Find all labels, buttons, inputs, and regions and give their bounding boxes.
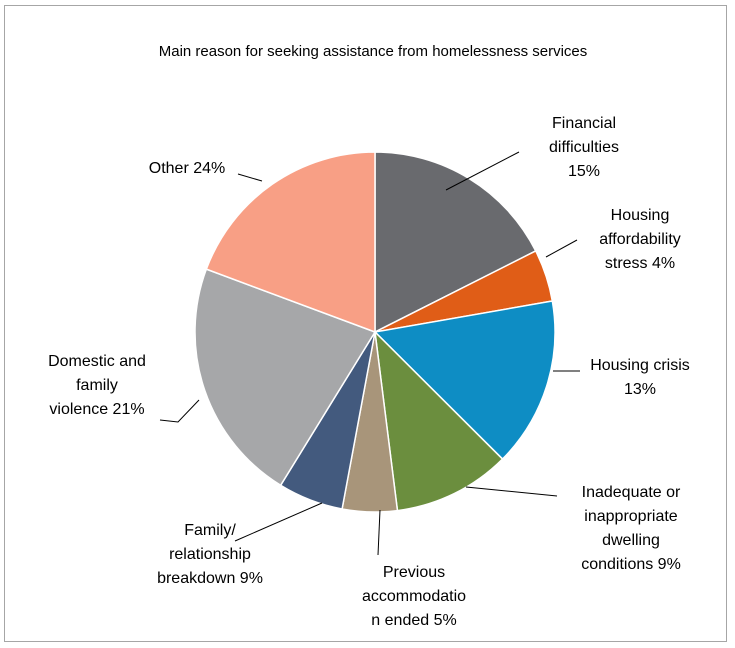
slice-label: Housing affordability stress 4% (599, 207, 681, 272)
leader-lines (159, 151, 580, 556)
slice-label: Previous accommodatio n ended 5% (362, 564, 466, 629)
leader-line (159, 399, 200, 423)
leader-line (545, 239, 578, 258)
slice-label: Domestic and family violence 21% (48, 353, 146, 418)
slice-label: Other 24% (149, 160, 225, 177)
leader-line (377, 509, 381, 556)
leader-line (237, 173, 263, 182)
pie-slice-inadequate-or-inappropriate-dwelling-conditions (373, 329, 504, 512)
pie-slices (194, 151, 556, 513)
leader-line (465, 486, 558, 497)
leader-line (445, 151, 520, 191)
slice-label: Financial difficulties 15% (549, 115, 619, 180)
chart-title: Main reason for seeking assistance from … (159, 43, 588, 60)
pie-slice-other (205, 151, 376, 334)
pie-slice-financial-difficulties (374, 151, 537, 334)
slice-labels: Financial difficulties 15% Housing affordabi… (48, 115, 690, 629)
slice-label: Housing crisis 13% (590, 357, 690, 398)
slice-label: Inadequate or inappropriate dwelling condit… (581, 484, 681, 573)
slice-label: Family/relationship breakdown 9% (157, 522, 263, 587)
pie-slice-housing-crisis (373, 300, 556, 461)
leader-line (234, 502, 323, 542)
pie-slice-domestic-and-family-violence (194, 268, 377, 487)
